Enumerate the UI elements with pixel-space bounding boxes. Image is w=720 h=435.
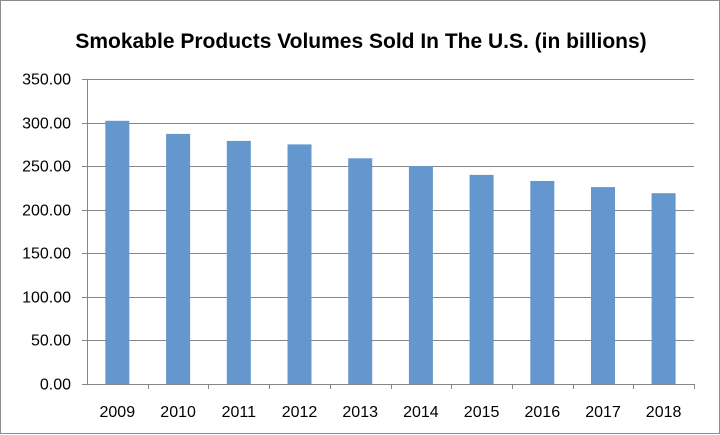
- bar-2018: [651, 193, 676, 384]
- bar-2017: [591, 187, 615, 384]
- bar-2015: [469, 174, 494, 384]
- bar-2010: [166, 133, 191, 384]
- x-tick-label: 2014: [403, 404, 439, 421]
- bar-2014: [408, 166, 433, 384]
- x-tick-label: 2011: [222, 404, 257, 421]
- x-tick-label: 2009: [100, 404, 136, 421]
- y-tick-label: 50.00: [31, 333, 71, 350]
- bar-2012: [287, 144, 312, 384]
- x-tick-label: 2016: [525, 404, 561, 421]
- x-tick-label: 2013: [342, 404, 378, 421]
- x-tick-label: 2015: [464, 404, 500, 421]
- y-tick-label: 150.00: [22, 246, 71, 263]
- y-tick-label: 100.00: [22, 290, 71, 307]
- y-tick-label: 250.00: [22, 159, 71, 176]
- bar-2016: [530, 181, 555, 384]
- y-tick-label: 200.00: [22, 203, 71, 220]
- axes: [82, 79, 695, 389]
- bars: [105, 120, 676, 385]
- y-tick-label: 350.00: [22, 72, 71, 89]
- bar-2013: [348, 158, 373, 384]
- x-tick-label: 2017: [585, 404, 621, 421]
- x-axis-tick-labels: 2009 2010 2011 2012 2013 2014 2015 2016 2017 2018: [100, 404, 682, 421]
- bar-2009: [105, 120, 130, 385]
- x-tick-label: 2010: [160, 404, 196, 421]
- x-tick-label: 2018: [646, 404, 682, 421]
- y-axis-tick-labels: 0.00 50.00 100.00 150.00 200.00 250.00 300.00 3…: [22, 72, 71, 394]
- bar-2011: [226, 140, 251, 384]
- y-tick-label: 0.00: [40, 377, 71, 394]
- y-tick-label: 300.00: [22, 116, 71, 133]
- x-tick-label: 2012: [282, 404, 318, 421]
- chart-title: Smokable Products Volumes Sold In The U.…: [75, 30, 646, 53]
